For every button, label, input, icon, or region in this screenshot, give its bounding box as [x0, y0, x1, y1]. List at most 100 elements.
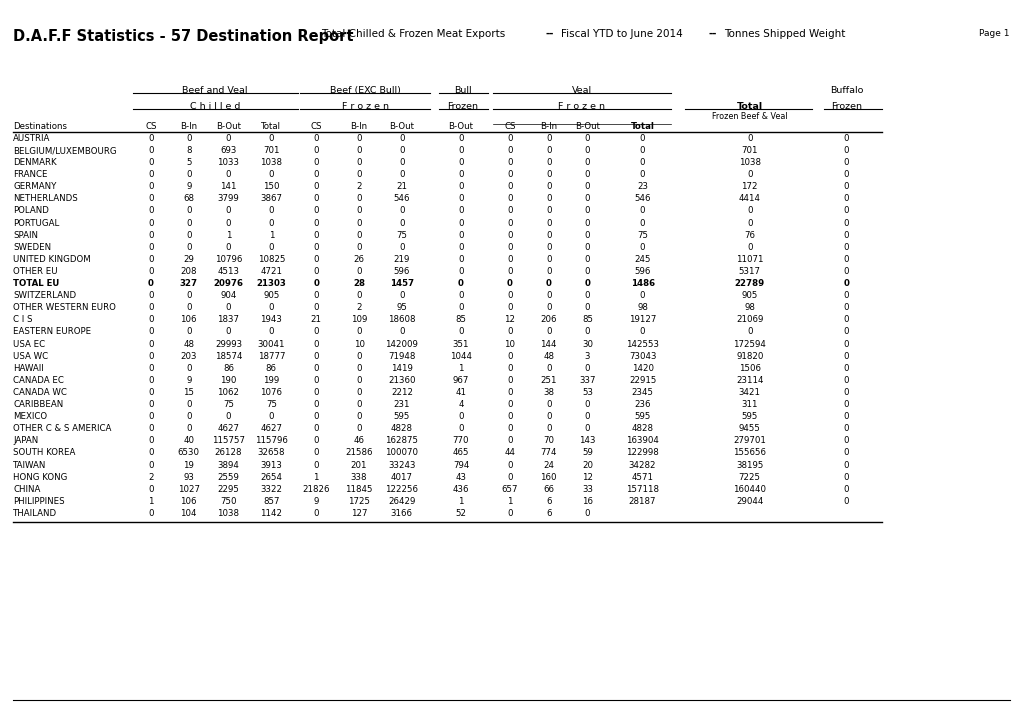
Text: JAPAN: JAPAN [13, 436, 39, 445]
Text: USA WC: USA WC [13, 351, 48, 361]
Text: 34282: 34282 [629, 461, 655, 469]
Text: 0: 0 [584, 303, 590, 312]
Text: 0: 0 [545, 303, 551, 312]
Text: 15: 15 [183, 388, 194, 397]
Text: Beef and Veal: Beef and Veal [182, 86, 248, 95]
Text: 59: 59 [582, 449, 592, 457]
Text: SWITZERLAND: SWITZERLAND [13, 291, 76, 300]
Text: 0: 0 [545, 364, 551, 373]
Text: 0: 0 [225, 243, 231, 252]
Text: 0: 0 [313, 424, 319, 433]
Text: 0: 0 [313, 388, 319, 397]
Text: 106: 106 [180, 497, 197, 506]
Text: 19: 19 [183, 461, 194, 469]
Text: 1419: 1419 [390, 364, 413, 373]
Text: 6: 6 [545, 509, 551, 518]
Text: 12: 12 [582, 472, 592, 482]
Text: 0: 0 [843, 340, 849, 348]
Text: 0: 0 [458, 194, 464, 203]
Text: CHINA: CHINA [13, 485, 41, 494]
Text: 0: 0 [584, 400, 590, 409]
Text: 0: 0 [148, 485, 154, 494]
Text: 0: 0 [268, 243, 274, 252]
Text: 0: 0 [356, 400, 362, 409]
Text: 142009: 142009 [385, 340, 418, 348]
Text: 6: 6 [545, 497, 551, 506]
Text: 43: 43 [455, 472, 466, 482]
Text: 18574: 18574 [215, 351, 242, 361]
Text: 203: 203 [180, 351, 197, 361]
Text: 0: 0 [843, 230, 849, 240]
Text: 0: 0 [148, 364, 154, 373]
Text: 0: 0 [639, 170, 645, 179]
Text: 93: 93 [183, 472, 194, 482]
Text: 0: 0 [545, 146, 551, 155]
Text: 0: 0 [843, 146, 849, 155]
Text: 0: 0 [506, 182, 513, 192]
Text: 0: 0 [313, 328, 319, 336]
Text: 0: 0 [545, 219, 551, 228]
Text: 0: 0 [398, 170, 405, 179]
Text: Fiscal YTD to June 2014: Fiscal YTD to June 2014 [560, 29, 682, 39]
Text: 28187: 28187 [629, 497, 655, 506]
Text: 0: 0 [185, 170, 192, 179]
Text: 0: 0 [225, 134, 231, 143]
Text: 1: 1 [225, 230, 231, 240]
Text: 1725: 1725 [347, 497, 370, 506]
Text: 0: 0 [185, 400, 192, 409]
Text: 465: 465 [452, 449, 469, 457]
Text: B-Out: B-Out [389, 122, 414, 131]
Text: 0: 0 [268, 170, 274, 179]
Text: 337: 337 [579, 376, 595, 384]
Text: 236: 236 [634, 400, 650, 409]
Text: HAWAII: HAWAII [13, 364, 44, 373]
Text: 0: 0 [506, 170, 513, 179]
Text: 0: 0 [225, 207, 231, 215]
Text: DENMARK: DENMARK [13, 158, 57, 167]
Text: 28: 28 [353, 279, 365, 288]
Text: 0: 0 [506, 472, 513, 482]
Text: 2295: 2295 [217, 485, 239, 494]
Text: 0: 0 [356, 412, 362, 421]
Text: 0: 0 [506, 219, 513, 228]
Text: 0: 0 [398, 219, 405, 228]
Text: 596: 596 [393, 267, 410, 276]
Text: 0: 0 [268, 207, 274, 215]
Text: 0: 0 [148, 134, 154, 143]
Text: 3913: 3913 [260, 461, 282, 469]
Text: 22915: 22915 [629, 376, 655, 384]
Text: MEXICO: MEXICO [13, 412, 47, 421]
Text: 0: 0 [584, 146, 590, 155]
Text: OTHER C & S AMERICA: OTHER C & S AMERICA [13, 424, 111, 433]
Text: 546: 546 [634, 194, 650, 203]
Text: 0: 0 [843, 400, 849, 409]
Text: 0: 0 [148, 303, 154, 312]
Text: 6530: 6530 [177, 449, 200, 457]
Text: 33243: 33243 [388, 461, 415, 469]
Text: 0: 0 [843, 207, 849, 215]
Text: 0: 0 [843, 158, 849, 167]
Text: 10796: 10796 [215, 255, 242, 264]
Text: 0: 0 [545, 158, 551, 167]
Text: 0: 0 [313, 158, 319, 167]
Text: 0: 0 [843, 472, 849, 482]
Text: 11845: 11845 [345, 485, 372, 494]
Text: CANADA WC: CANADA WC [13, 388, 67, 397]
Text: 0: 0 [398, 158, 405, 167]
Text: 0: 0 [313, 279, 319, 288]
Text: 0: 0 [843, 412, 849, 421]
Text: 3166: 3166 [390, 509, 413, 518]
Text: 91820: 91820 [736, 351, 762, 361]
Text: GERMANY: GERMANY [13, 182, 57, 192]
Text: 53: 53 [582, 388, 592, 397]
Text: 0: 0 [545, 207, 551, 215]
Text: 0: 0 [356, 170, 362, 179]
Text: 0: 0 [458, 182, 464, 192]
Text: 0: 0 [843, 388, 849, 397]
Text: Veal: Veal [572, 86, 591, 95]
Text: 0: 0 [584, 158, 590, 167]
Text: 327: 327 [179, 279, 198, 288]
Text: 1062: 1062 [217, 388, 239, 397]
Text: SOUTH KOREA: SOUTH KOREA [13, 449, 75, 457]
Text: 0: 0 [148, 315, 154, 324]
